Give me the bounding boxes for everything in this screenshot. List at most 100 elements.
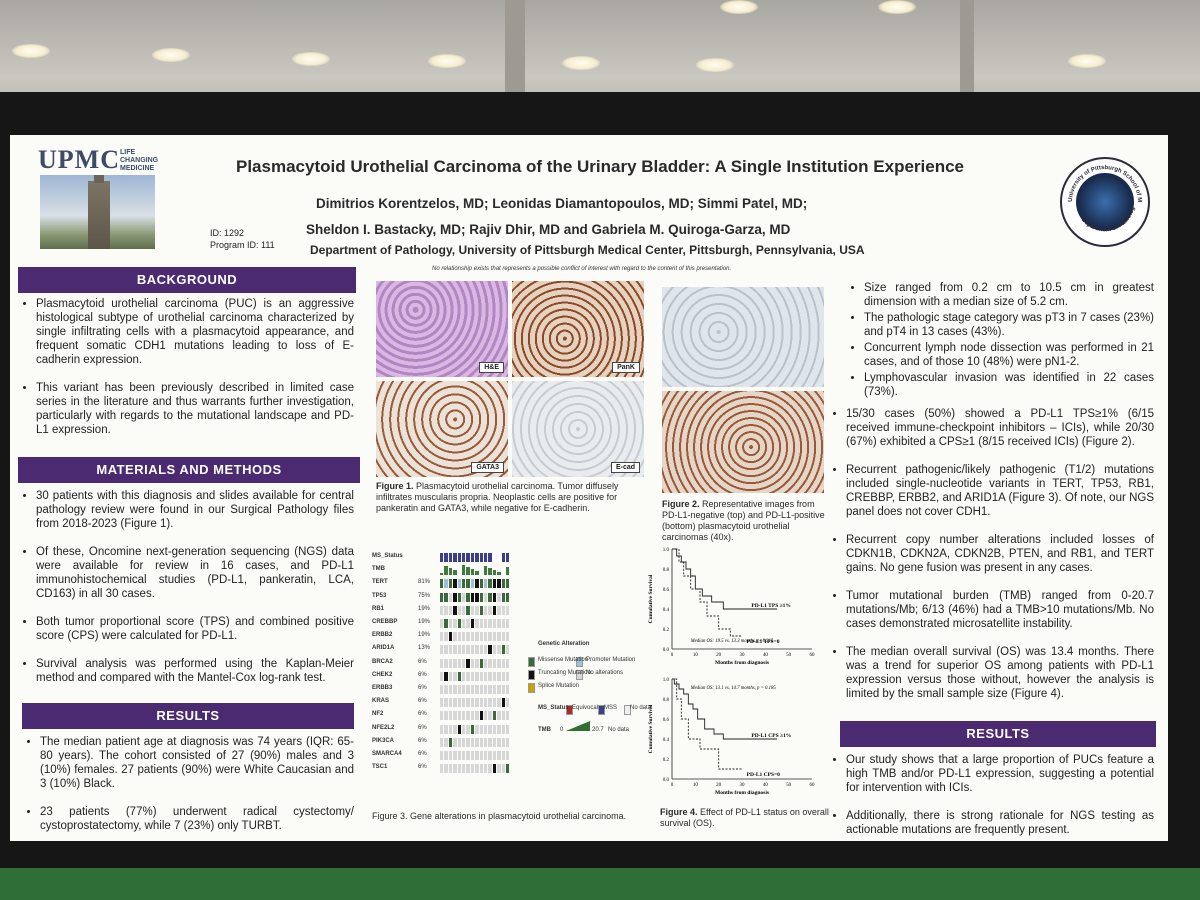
x-tick-label: 50 xyxy=(786,783,792,788)
y-tick-label: 0.8 xyxy=(663,698,670,703)
oncoprint-cell xyxy=(444,553,448,562)
oncoprint-cell xyxy=(444,579,448,589)
oncoprint-cell xyxy=(488,658,492,668)
oncoprint-cell xyxy=(444,724,448,734)
oncoprint-cell xyxy=(466,645,470,655)
oncoprint-cell xyxy=(492,579,497,589)
oncoprint-cell xyxy=(479,632,483,642)
oncoprint-cell xyxy=(484,605,488,615)
figure2-pdl1-positive-image xyxy=(662,391,824,493)
oncoprint-cell xyxy=(470,724,475,734)
oncoprint-cell xyxy=(492,671,497,681)
oncoprint-cell xyxy=(497,572,501,576)
oncoprint-row-percent: 6% xyxy=(418,658,427,665)
oncoprint-cell xyxy=(497,632,501,642)
oncoprint-cell xyxy=(475,685,479,694)
x-tick-label: 40 xyxy=(763,653,769,658)
oncoprint-cell xyxy=(488,711,492,721)
y-tick-label: 1.0 xyxy=(663,678,670,683)
seal-top-text: University of Pittsburgh School of Medic… xyxy=(1062,159,1142,203)
list-item: Of these, Oncomine next-generation seque… xyxy=(36,545,354,601)
oncoprint-cell xyxy=(506,751,510,760)
oncoprint-cell xyxy=(453,698,457,708)
oncoprint-cell xyxy=(475,671,479,681)
oncoprint-cell xyxy=(475,764,479,774)
oncoprint-cell xyxy=(444,619,448,628)
km-note: Median OS: 13.1 vs. 14.7 months, p = 0.1… xyxy=(690,686,777,691)
oncoprint-row-percent: 6% xyxy=(418,711,427,718)
ceiling-light xyxy=(720,0,758,14)
oncoprint-cell xyxy=(466,619,470,628)
oncoprint-cell xyxy=(444,645,448,655)
oncoprint-cell xyxy=(475,632,479,642)
oncoprint-cell xyxy=(475,751,479,760)
oncoprint-cell xyxy=(470,592,475,602)
oncoprint-cell xyxy=(506,671,510,681)
km-curve-low xyxy=(672,678,742,770)
legend-swatch xyxy=(528,683,535,693)
oncoprint-cell xyxy=(462,592,466,602)
list-item: Recurrent pathogenic/likely pathogenic (… xyxy=(846,463,1154,519)
oncoprint-cell xyxy=(470,632,475,642)
oncoprint-cell xyxy=(462,565,466,576)
oncoprint-cell xyxy=(475,619,479,628)
oncoprint-cell xyxy=(440,592,444,602)
oncoprint-cell xyxy=(453,645,457,655)
oncoprint-cell xyxy=(501,737,505,747)
background-heading: BACKGROUND xyxy=(18,267,356,293)
oncoprint-cell xyxy=(479,592,483,602)
oncoprint-cell xyxy=(497,764,501,774)
oncoprint-cell xyxy=(470,751,475,760)
oncoprint-cell xyxy=(497,685,501,694)
methods-heading: MATERIALS AND METHODS xyxy=(18,457,360,483)
legend-item: Splice Mutation xyxy=(538,683,580,689)
oncoprint-cell xyxy=(484,592,488,602)
oncoprint-cell xyxy=(453,553,457,562)
oncoprint-cell xyxy=(506,645,510,655)
x-tick-label: 0 xyxy=(671,783,674,788)
legend-swatch xyxy=(528,657,535,667)
caption-label: Figure 1. xyxy=(376,481,414,491)
oncoprint-cell xyxy=(501,711,505,721)
oncoprint-cell xyxy=(484,645,488,655)
oncoprint-cell xyxy=(453,671,457,681)
y-tick-label: 0.2 xyxy=(663,628,670,633)
oncoprint-cell xyxy=(506,724,510,734)
oncoprint-cell xyxy=(484,698,488,708)
x-tick-label: 10 xyxy=(693,783,699,788)
ceiling-light xyxy=(12,44,50,58)
authors-line-1: Dimitrios Korentzelos, MD; Leonidas Diam… xyxy=(316,196,808,211)
oncoprint-cell xyxy=(501,579,505,589)
oncoprint-cell xyxy=(462,751,466,760)
upmc-logo: UPMC xyxy=(38,145,120,174)
oncoprint-row-percent: 13% xyxy=(418,645,431,652)
oncoprint-cell xyxy=(466,658,470,668)
list-item: Recurrent copy number alterations includ… xyxy=(846,533,1154,575)
ms-legend-item: Equivocal xyxy=(572,705,599,711)
oncoprint-cell xyxy=(484,671,488,681)
tmb-min: 0 xyxy=(560,727,564,733)
oncoprint-cell xyxy=(457,671,461,681)
list-item: Plasmacytoid urothelial carcinoma (PUC) … xyxy=(36,297,354,367)
oncoprint-cell xyxy=(462,671,466,681)
oncoprint-cell xyxy=(492,698,497,708)
series-label-low: PD-L1 TPS=0 xyxy=(747,639,780,645)
oncoprint-cell xyxy=(501,698,505,708)
oncoprint-cell xyxy=(470,569,475,576)
oncoprint-row-label: MS_Status xyxy=(372,553,403,559)
list-item: The median overall survival (OS) was 13.… xyxy=(846,645,1154,701)
y-axis-label: Cumulative Survival xyxy=(648,574,654,623)
list-item: Size ranged from 0.2 cm to 10.5 cm in gr… xyxy=(864,281,1154,309)
oncoprint-cell xyxy=(448,632,453,642)
x-tick-label: 40 xyxy=(763,783,769,788)
oncoprint-cell xyxy=(506,764,510,774)
figure1-he-image: H&E xyxy=(376,281,508,377)
oncoprint-cell xyxy=(444,737,448,747)
tmb-max: 20.7 xyxy=(592,727,604,733)
legend-title: Genetic Alteration xyxy=(538,641,590,647)
figure3-oncoprint: MS_Status TMB TERT 81% TP53 75% RB1 19% CREBBP 19… xyxy=(368,549,658,799)
oncoprint-cell xyxy=(440,573,444,576)
oncoprint-cell xyxy=(497,579,501,589)
oncoprint-cell xyxy=(497,592,501,602)
oncoprint-cell xyxy=(492,553,497,562)
